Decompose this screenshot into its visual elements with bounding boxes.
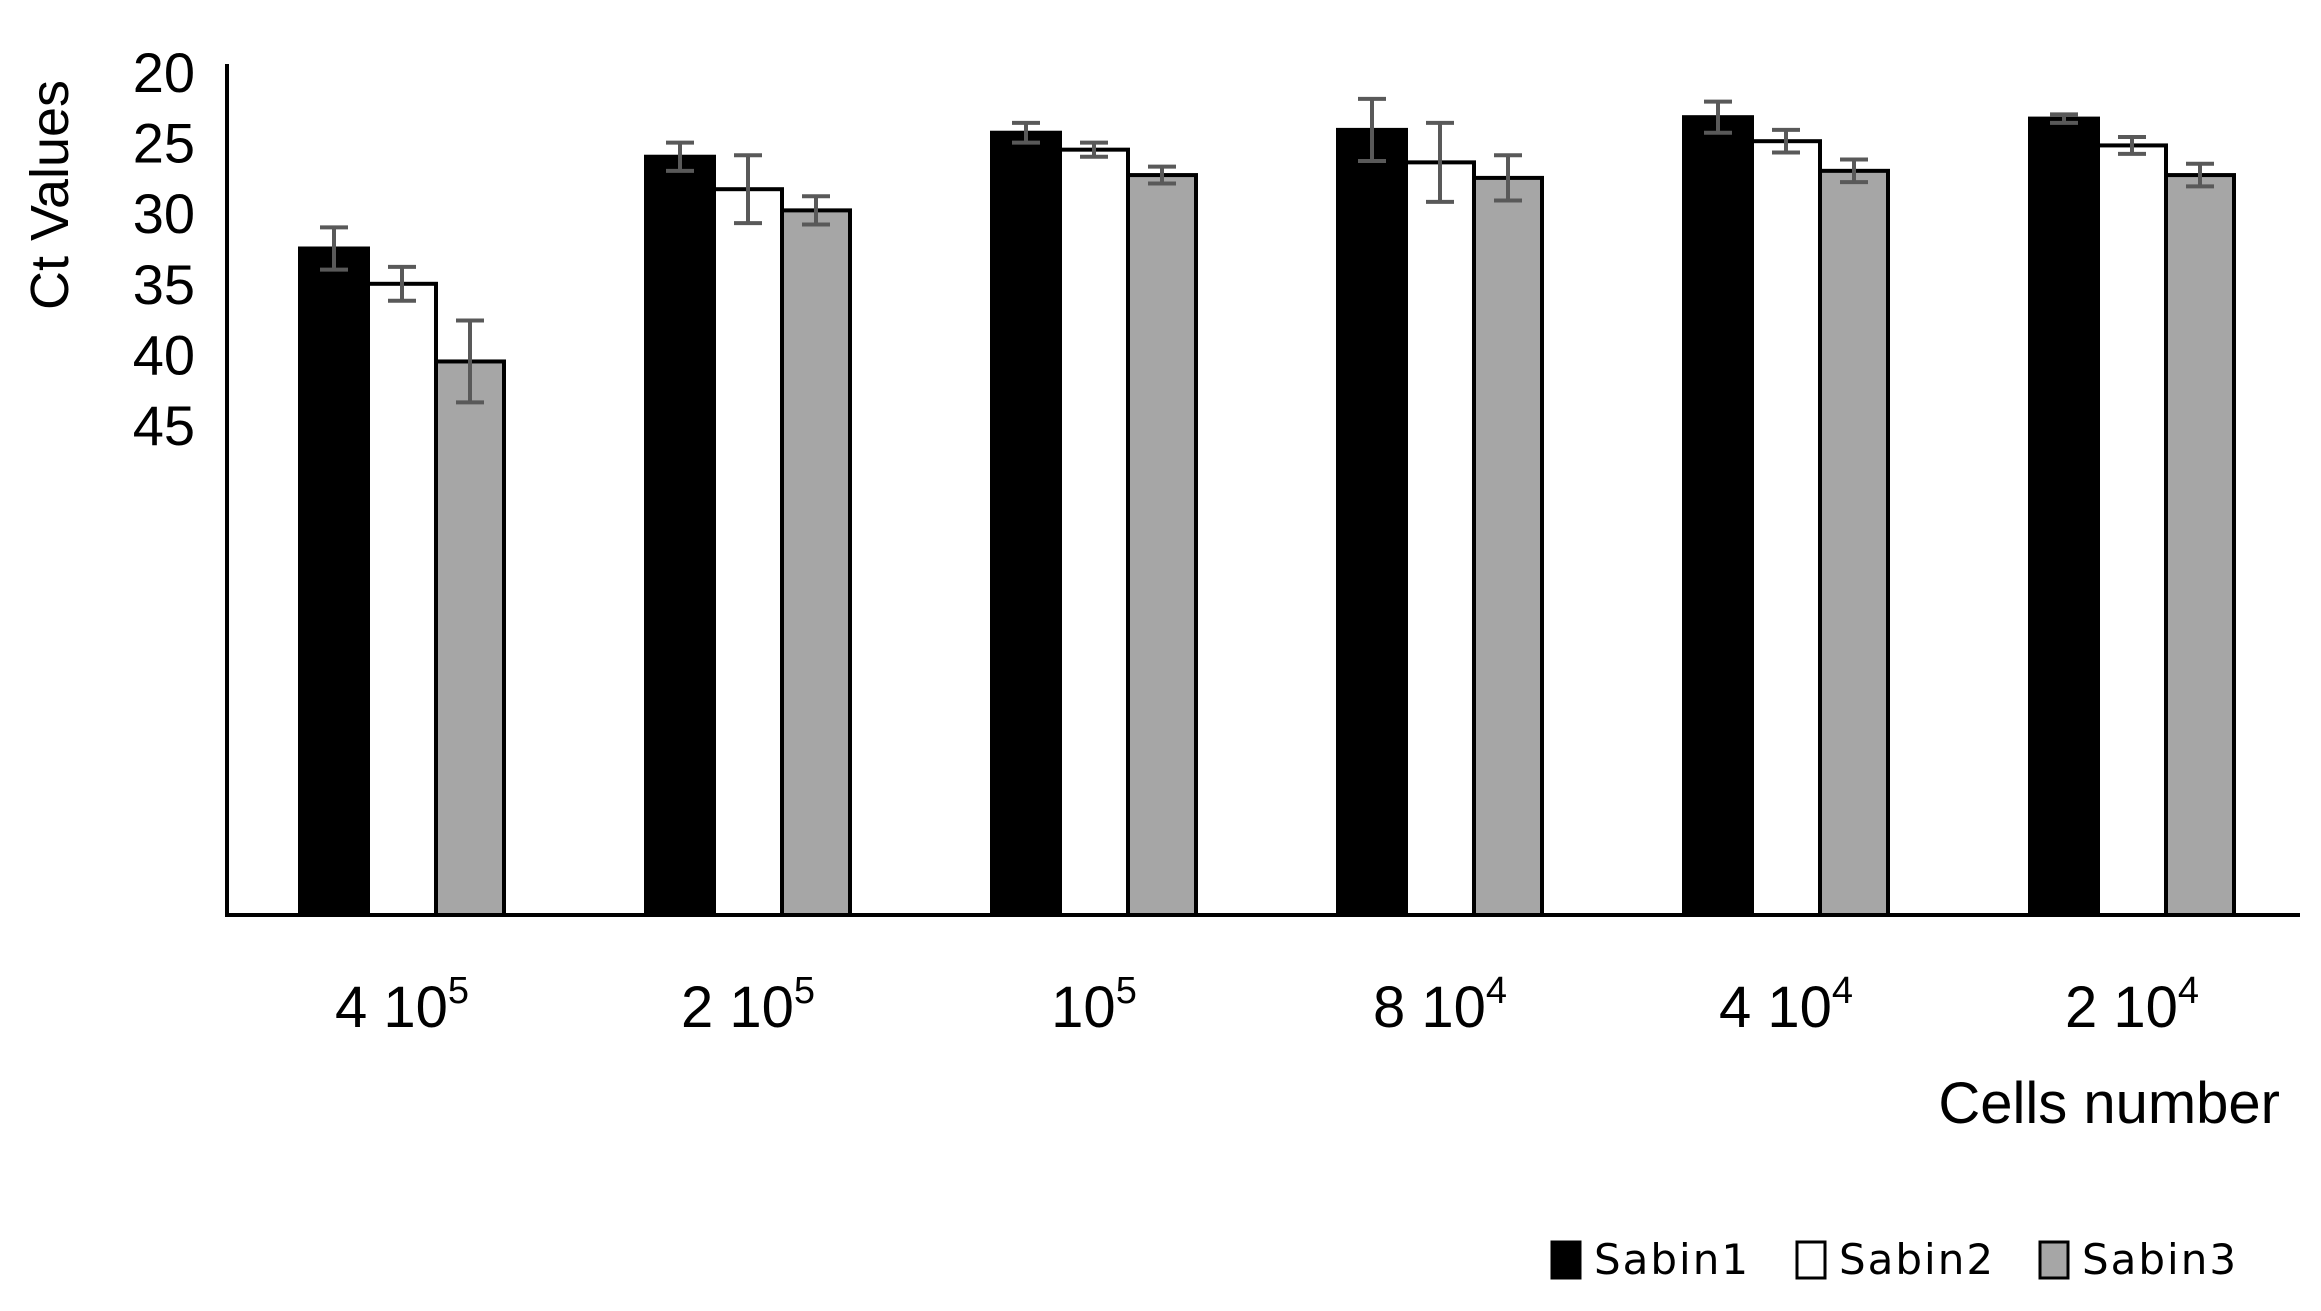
legend: Sabin1 Sabin2 Sabin3	[1550, 1235, 2238, 1284]
bar-sabin3-3	[1472, 175, 1544, 917]
bar-sabin2-1	[712, 187, 784, 918]
legend-item-sabin1: Sabin1	[1550, 1235, 1750, 1284]
legend-item-sabin2: Sabin2	[1795, 1235, 1995, 1284]
legend-label-sabin3: Sabin3	[2082, 1235, 2238, 1284]
bar-sabin1-4	[1682, 115, 1754, 917]
error-bar-sabin3-4	[1840, 157, 1868, 185]
bar-sabin3-4	[1818, 168, 1890, 917]
error-bars-layer	[320, 96, 2214, 405]
bar-sabin1-0	[298, 246, 370, 917]
bar-sabin2-2	[1058, 147, 1130, 918]
x-tick-label-3: 8 104	[1373, 970, 1507, 1040]
error-bar-sabin2-5	[2118, 134, 2146, 156]
error-bar-sabin2-1	[734, 153, 762, 226]
legend-label-sabin1: Sabin1	[1594, 1235, 1750, 1284]
legend-item-sabin3: Sabin3	[2038, 1235, 2238, 1284]
x-tick-label-5: 2 104	[2065, 970, 2199, 1040]
legend-label-sabin2: Sabin2	[1839, 1235, 1995, 1284]
error-bar-sabin3-2	[1148, 164, 1176, 186]
x-axis-title: Cells number	[1938, 1071, 2280, 1136]
error-bar-sabin1-5	[2050, 112, 2078, 125]
bar-sabin2-4	[1750, 139, 1822, 918]
y-tick-labels: 20 25 30 35 40 45	[133, 41, 195, 457]
error-bar-sabin2-2	[1080, 140, 1108, 159]
error-bar-sabin3-5	[2186, 161, 2214, 189]
y-tick-label-40: 40	[133, 323, 195, 386]
error-bar-sabin1-0	[320, 225, 348, 272]
bar-sabin1-1	[644, 154, 716, 918]
x-tick-label-0: 4 105	[335, 970, 469, 1040]
x-tick-labels: 4 105 2 105 105 8 104 4 104 2 104	[335, 970, 2199, 1040]
error-bar-sabin1-3	[1358, 96, 1386, 163]
bar-sabin2-3	[1404, 160, 1476, 918]
bar-sabin3-2	[1126, 173, 1198, 918]
error-bar-sabin1-4	[1704, 99, 1732, 135]
bar-sabin2-0	[366, 281, 438, 917]
bars-layer	[298, 115, 2236, 918]
error-bar-sabin1-2	[1012, 120, 1040, 145]
y-tick-label-30: 30	[133, 182, 195, 245]
error-bar-sabin2-4	[1772, 127, 1800, 155]
bar-sabin3-0	[434, 359, 506, 917]
error-bar-sabin3-3	[1494, 153, 1522, 203]
y-tick-label-20: 20	[133, 41, 195, 104]
error-bar-sabin2-3	[1426, 120, 1454, 204]
bar-sabin1-5	[2028, 116, 2100, 917]
bar-sabin3-5	[2164, 173, 2236, 918]
error-bar-sabin2-0	[388, 264, 416, 303]
bar-sabin1-2	[990, 130, 1062, 917]
legend-swatch-sabin2	[1795, 1240, 1827, 1280]
legend-swatch-sabin3	[2038, 1240, 2070, 1280]
bar-sabin3-1	[780, 208, 852, 918]
error-bar-sabin3-1	[802, 194, 830, 227]
y-axis-title: Ct Values	[20, 80, 80, 310]
legend-swatch-sabin1	[1550, 1240, 1582, 1280]
x-tick-label-2: 105	[1051, 970, 1137, 1040]
error-bar-sabin1-1	[666, 140, 694, 173]
x-tick-label-1: 2 105	[681, 970, 815, 1040]
bar-sabin2-5	[2096, 143, 2168, 917]
y-tick-label-45: 45	[133, 394, 195, 457]
y-tick-label-25: 25	[133, 112, 195, 175]
x-tick-label-4: 4 104	[1719, 970, 1853, 1040]
error-bar-sabin3-0	[456, 318, 484, 405]
y-tick-label-35: 35	[133, 253, 195, 316]
bar-sabin1-3	[1336, 127, 1408, 917]
